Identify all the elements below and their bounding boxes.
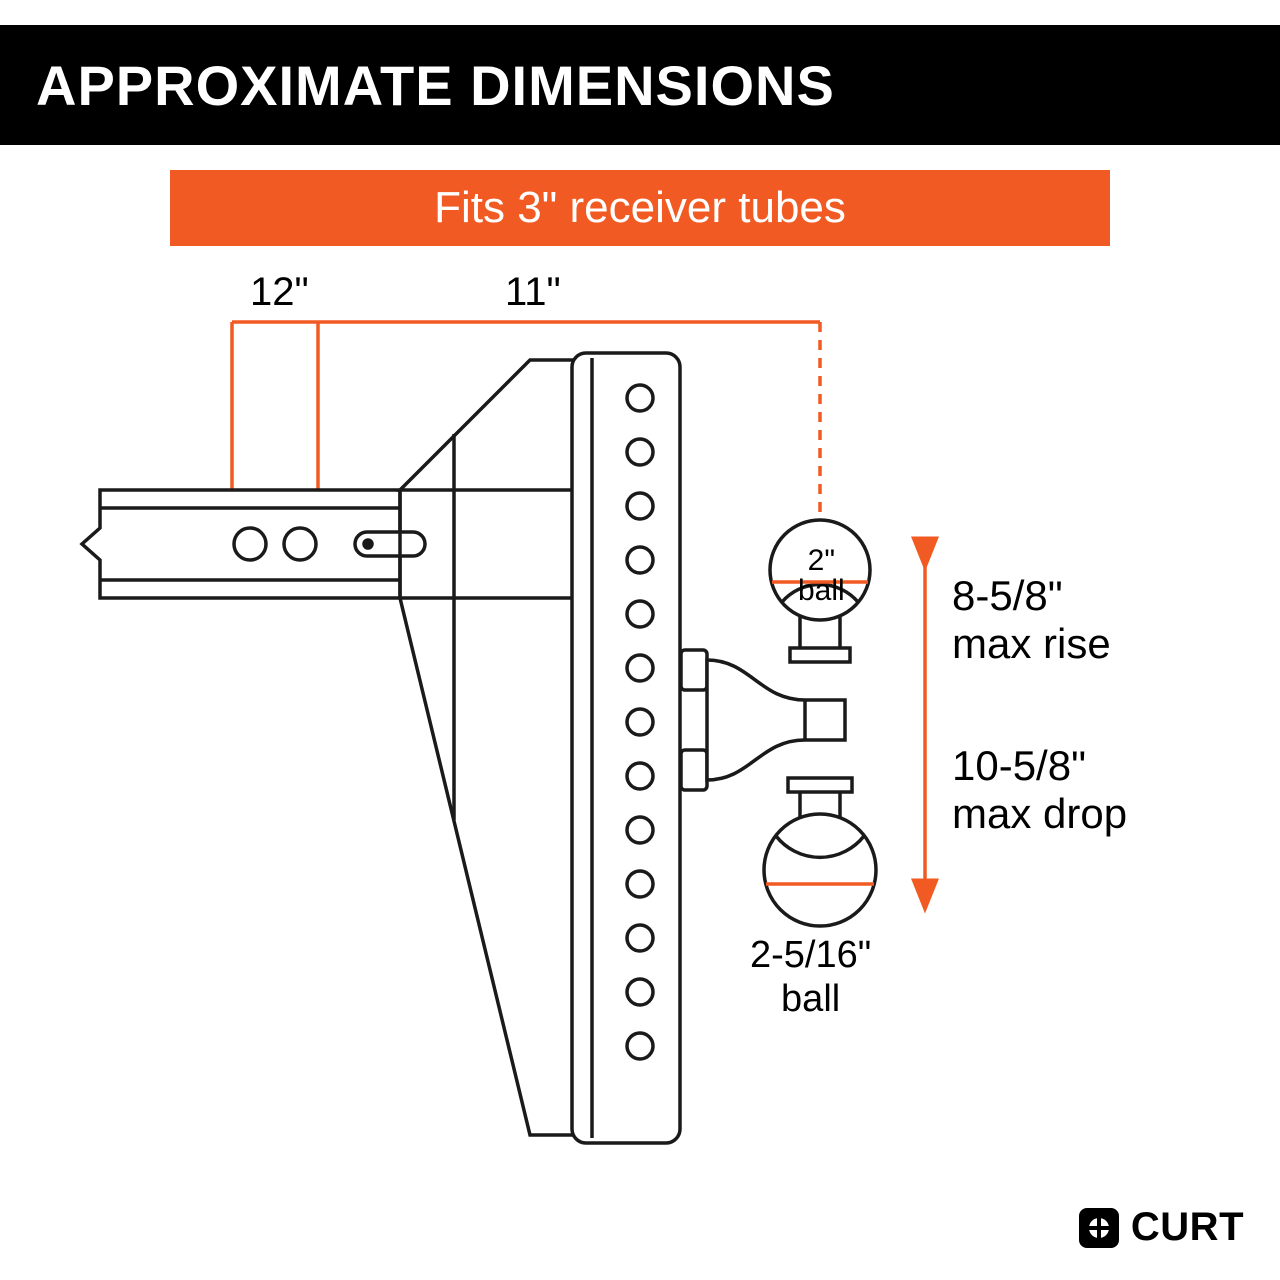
diagram-canvas: APPROXIMATE DIMENSIONS Fits 3" receiver … bbox=[0, 0, 1280, 1280]
brand-logo: CURT bbox=[1077, 1205, 1244, 1250]
ball-bottom-size: 2-5/16" bbox=[750, 934, 871, 978]
rise-value: 8-5/8" bbox=[952, 572, 1111, 620]
ball-top-label: 2" ball bbox=[798, 546, 845, 606]
ball-top-size: 2" bbox=[798, 546, 845, 576]
ball-bottom-sub: ball bbox=[750, 978, 871, 1022]
drop-label: 10-5/8" max drop bbox=[952, 742, 1127, 839]
rise-sub: max rise bbox=[952, 620, 1111, 668]
drop-sub: max drop bbox=[952, 790, 1127, 838]
brand-name: CURT bbox=[1131, 1205, 1244, 1250]
rise-label: 8-5/8" max rise bbox=[952, 572, 1111, 669]
ball-bottom-label: 2-5/16" ball bbox=[750, 934, 871, 1021]
ball-top-sub: ball bbox=[798, 576, 845, 606]
drop-value: 10-5/8" bbox=[952, 742, 1127, 790]
brand-icon bbox=[1077, 1206, 1121, 1250]
